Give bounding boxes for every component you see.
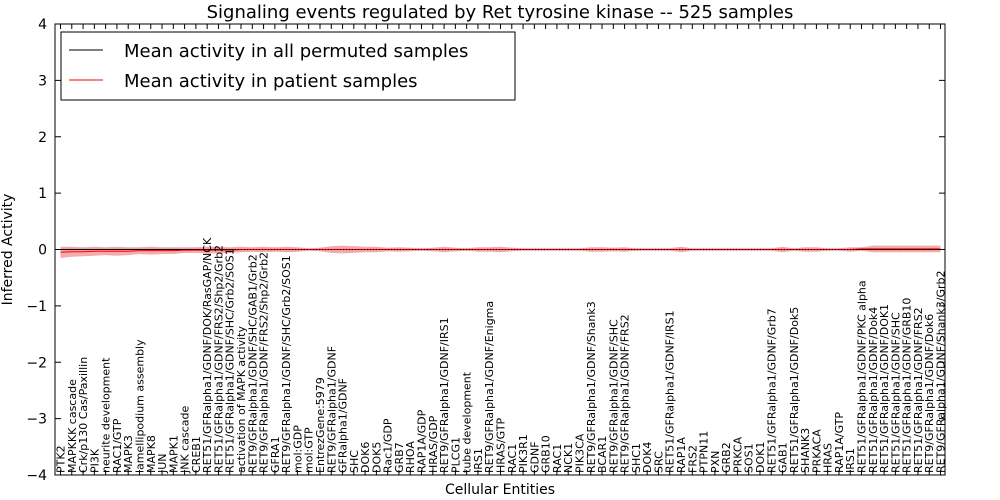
x-category-label: RET9/GFRalpha1/GDNF/Enigma (483, 301, 496, 473)
x-category-label: SHC1 (630, 443, 643, 473)
x-category-label: RAC1/GTP (111, 418, 124, 473)
x-category-label: DOK5 (370, 442, 383, 473)
x-category-label: RET9/GFRalpha1/GDNF (325, 346, 338, 473)
x-category-label: RET51/GFRalpha1/GDNF/DOK1 (878, 304, 891, 473)
x-category-label: GFRA1 (269, 436, 282, 473)
y-tick-label: 1 (38, 186, 47, 202)
x-category-label: PTPN11 (698, 431, 711, 473)
x-category-label: GAB1 (777, 442, 790, 473)
x-category-label: RET9/GFRalpha1/GDNF/Shank3/Grb2 (935, 271, 948, 474)
x-category-label: RAP1A (675, 437, 688, 473)
x-category-label: RET9/GFRalpha1/GDNF/Dok6 (923, 314, 936, 473)
x-category-label: Crk/p130 Cas/Paxillin (77, 357, 90, 473)
x-axis-label: Cellular Entities (445, 482, 555, 498)
x-category-label: RET51/GFRalpha1/GDNF/SHC/Grb2/SOS1 (224, 248, 237, 473)
x-category-label: Rac1/GDP (382, 418, 395, 473)
x-category-label: FRS2 (686, 445, 699, 473)
x-category-label: JNK cascade (179, 406, 192, 474)
x-category-label: JUN (156, 453, 169, 474)
x-category-label: RET51/GFRalpha1/GDNF/GRB10 (901, 298, 914, 473)
x-category-label: tube development (461, 371, 474, 473)
x-category-label: neurite development (100, 357, 113, 473)
x-category-label: RAC1 (506, 444, 519, 473)
x-category-label: DOK6 (359, 442, 372, 473)
plot-area (55, 245, 945, 258)
y-tick-label: 4 (38, 17, 47, 33)
x-category-label: lamellipodium assembly (134, 339, 147, 473)
x-category-label: SHANK3 (799, 428, 812, 473)
x-category-label: activation of MAPK activity (235, 326, 248, 473)
y-tick-label: 0 (38, 243, 47, 259)
x-category-label: GRB2 (720, 442, 733, 473)
x-category-label: HRAS/GTP (495, 417, 508, 473)
x-category-label: RET9/GFRalpha1/GDNF/SHC (607, 319, 620, 473)
x-category-label: RET9/GFRalpha1/GDNF/SHC/GAB1/Grb2 (246, 254, 259, 473)
x-category-label: DOK4 (641, 442, 654, 473)
x-category-label: IRS1 (472, 448, 485, 473)
x-category-label: RAP1A/GDP (416, 409, 429, 473)
legend-frame (60, 31, 516, 101)
x-category-label: GRB7 (393, 442, 406, 473)
x-category-label: RET9/GFRalpha1/GDNF/FRS2 (619, 314, 632, 473)
x-category-label: RET51/GFRalpha1/GDNF/Dok5 (788, 307, 801, 473)
y-axis-label: Inferred Activity (0, 194, 16, 306)
y-tick-label: 3 (38, 73, 47, 89)
legend-label-patient: Mean activity in patient samples (124, 71, 418, 92)
x-category-label: SRC (652, 451, 665, 473)
x-category-label: NCK1 (562, 443, 575, 473)
x-category-label: MAPK8 (145, 435, 158, 473)
x-category-label: RET51/GFRalpha1/GDNF/Grb7 (765, 308, 778, 473)
x-category-label: RAC1 (551, 444, 564, 473)
x-category-label: CREB1 (190, 436, 203, 473)
legend: Mean activity in all permuted samples Me… (60, 31, 516, 101)
x-category-label: RET9/GFRalpha1/GDNF/FRS2/Shp2/Grb2 (258, 252, 271, 473)
x-category-label: PXN (709, 451, 722, 473)
x-category-label: RET51/GFRalpha1/GDNF/DOK/RasGAP/NCK (201, 237, 214, 473)
x-category-label: PIK3CA (574, 433, 587, 473)
patient-spread-band (60, 245, 941, 258)
x-category-label: mol:GDP (291, 425, 304, 473)
y-tick-label: −3 (26, 412, 47, 428)
x-category-label: BCAR1 (596, 436, 609, 473)
x-category-label: GDNF (528, 441, 541, 473)
x-category-label: RHOA (404, 441, 417, 473)
x-category-label: SOS1 (743, 443, 756, 473)
x-category-label: mol:GTP (303, 427, 316, 473)
x-category-label: RET51/GFRalpha1/GDNF/FRS2 (912, 307, 925, 473)
x-category-label: RET51/GFRalpha1/GDNF/IRS1 (664, 310, 677, 473)
x-category-label: RET51/GFRalpha1/GDNF/FRS2/Shp2/Grb2 (212, 245, 225, 473)
x-category-label: MAPKKK cascade (66, 379, 79, 473)
x-category-label: MAPK1 (167, 435, 180, 473)
x-category-label: PTK2 (55, 445, 68, 473)
legend-label-permuted: Mean activity in all permuted samples (124, 41, 468, 62)
y-tick-label: 2 (38, 130, 47, 146)
x-category-label: RET9/GFRalpha1/GDNF/IRS1 (438, 317, 451, 473)
x-category-label: HRAS (822, 443, 835, 473)
x-category-label: RET51/GFRalpha1/GDNF/Dok4 (867, 307, 880, 473)
x-category-label: GRB10 (540, 435, 553, 473)
x-category-label: RET51/GFRalpha1/GDNF/PKC alpha (856, 280, 869, 473)
x-category-label: GFRalpha1/GDNF (337, 378, 350, 473)
y-tick-label: −2 (26, 355, 47, 371)
x-category-label: DOK1 (754, 442, 767, 473)
x-category-label: RAP1A/GTP (833, 412, 846, 473)
x-category-label: RET51/GFRalpha1/GDNF/SHC (889, 312, 902, 473)
x-category-label: HRAS/GDP (427, 415, 440, 473)
x-category-label: IRS1 (844, 448, 857, 473)
x-category-label: RET9/GFRalpha1/GDNF/Shank3 (585, 301, 598, 473)
x-category-label: PLCG1 (449, 437, 462, 473)
x-category-label: MAPK3 (122, 435, 135, 473)
x-category-label: SHC (348, 450, 361, 473)
y-tick-label: −1 (26, 299, 47, 315)
x-category-label: EntrezGene:5979 (314, 377, 327, 473)
x-category-label: RET9/GFRalpha1/GDNF/SHC/Grb2/SOS1 (280, 255, 293, 473)
x-category-label: PRKCA (731, 436, 744, 473)
x-category-label: PI3K (88, 448, 101, 473)
x-category-label: PIK3R1 (517, 434, 530, 473)
y-tick-label: −4 (26, 468, 47, 484)
chart-title: Signaling events regulated by Ret tyrosi… (207, 2, 794, 23)
x-category-label: PRKACA (810, 429, 823, 473)
